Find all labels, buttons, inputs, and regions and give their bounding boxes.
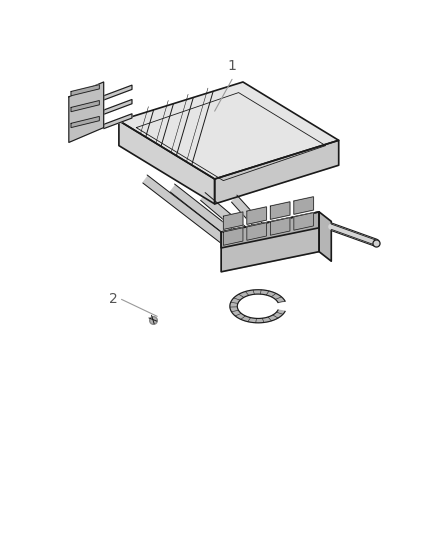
Polygon shape	[247, 207, 266, 224]
Polygon shape	[223, 212, 243, 229]
Polygon shape	[230, 290, 285, 323]
Polygon shape	[294, 213, 314, 230]
Polygon shape	[119, 82, 339, 179]
Polygon shape	[294, 197, 314, 214]
Polygon shape	[104, 100, 132, 114]
Polygon shape	[119, 120, 215, 204]
Polygon shape	[104, 85, 132, 100]
Polygon shape	[247, 223, 266, 240]
Polygon shape	[270, 202, 290, 219]
Polygon shape	[221, 212, 319, 272]
Polygon shape	[215, 140, 339, 204]
Polygon shape	[104, 114, 132, 128]
Polygon shape	[221, 212, 319, 248]
Text: 2: 2	[110, 293, 118, 306]
Polygon shape	[71, 85, 99, 96]
Polygon shape	[69, 82, 104, 142]
Polygon shape	[71, 116, 99, 127]
Polygon shape	[71, 101, 99, 112]
Polygon shape	[223, 228, 243, 245]
Polygon shape	[319, 212, 331, 261]
Polygon shape	[270, 217, 290, 235]
Text: 1: 1	[228, 59, 237, 73]
